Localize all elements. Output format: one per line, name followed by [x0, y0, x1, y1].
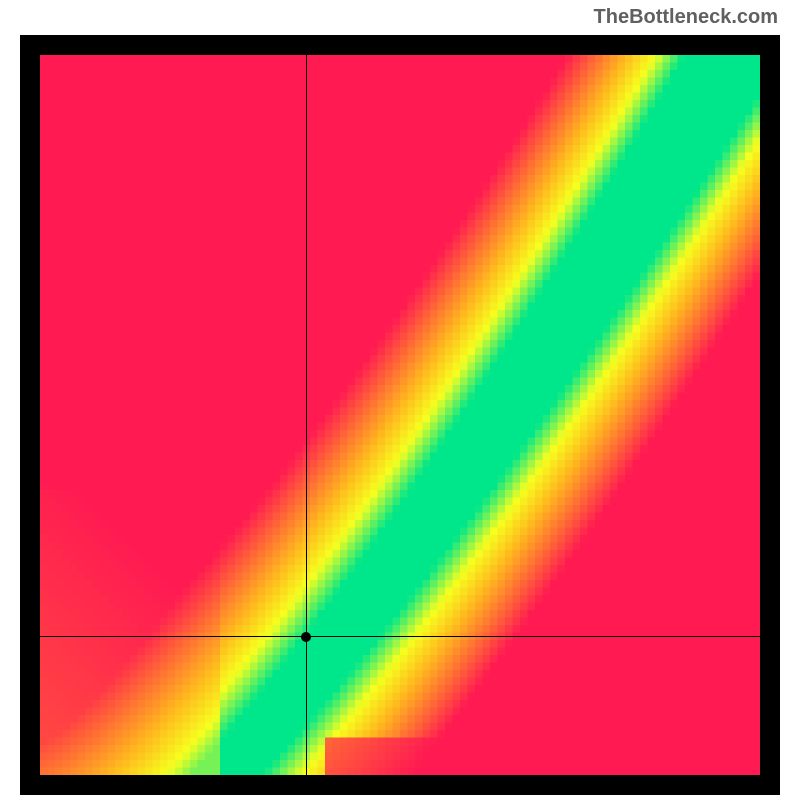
watermark-text: TheBottleneck.com [594, 6, 778, 29]
bottleneck-heatmap [40, 55, 760, 775]
crosshair-vertical [306, 55, 307, 775]
crosshair-horizontal [40, 636, 760, 637]
chart-frame [20, 35, 780, 795]
chart-container: TheBottleneck.com [0, 0, 800, 800]
